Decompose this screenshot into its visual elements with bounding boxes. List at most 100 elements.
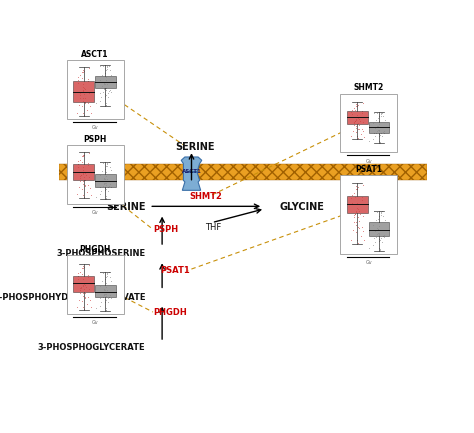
Point [374, 123, 382, 130]
Point [81, 193, 88, 200]
Point [79, 103, 86, 110]
Point [77, 90, 84, 97]
Point [74, 74, 82, 81]
Point [369, 222, 377, 229]
Point [356, 224, 363, 231]
Point [371, 133, 379, 140]
Point [373, 208, 381, 215]
Point [84, 78, 92, 84]
Point [353, 185, 361, 192]
Point [365, 138, 373, 145]
Point [103, 159, 111, 166]
Point [353, 133, 361, 140]
Point [348, 108, 356, 115]
Point [102, 169, 109, 176]
Polygon shape [181, 157, 202, 191]
Point [106, 181, 114, 188]
Point [351, 210, 359, 217]
Point [350, 190, 357, 197]
Point [97, 298, 105, 305]
Point [376, 139, 383, 146]
Point [347, 236, 355, 243]
Point [74, 163, 82, 170]
Point [370, 109, 378, 116]
Point [76, 290, 84, 297]
Point [377, 112, 385, 119]
Point [377, 208, 384, 215]
Point [83, 301, 91, 307]
Point [380, 113, 387, 120]
Point [102, 194, 110, 201]
Point [354, 213, 362, 220]
Point [78, 68, 86, 75]
Point [352, 228, 360, 235]
Point [103, 62, 111, 69]
Point [102, 181, 109, 188]
Point [377, 226, 384, 233]
Point [375, 118, 383, 125]
Point [79, 263, 87, 270]
Point [379, 208, 386, 215]
Point [84, 294, 92, 301]
Point [76, 287, 84, 294]
Point [77, 173, 84, 180]
Point [355, 207, 363, 214]
Point [103, 271, 111, 278]
Point [379, 129, 387, 136]
Bar [95, 76, 116, 88]
Point [355, 122, 362, 129]
Point [101, 276, 109, 283]
Point [375, 219, 383, 226]
Point [85, 262, 93, 268]
Point [102, 163, 109, 170]
Point [104, 295, 111, 302]
Point [92, 193, 100, 200]
Point [359, 228, 367, 235]
Point [79, 95, 87, 102]
Point [375, 232, 383, 239]
Point [74, 275, 82, 282]
Point [376, 139, 384, 146]
Point [104, 272, 111, 279]
Point [82, 169, 89, 176]
Point [99, 183, 107, 190]
Point [107, 89, 114, 96]
Point [107, 167, 115, 174]
Point [102, 195, 109, 202]
Point [96, 89, 104, 96]
Point [350, 120, 357, 126]
Point [96, 184, 104, 191]
Point [75, 102, 83, 109]
Point [82, 100, 89, 107]
Point [103, 81, 110, 88]
Point [84, 162, 92, 168]
Point [103, 176, 110, 183]
Point [355, 239, 362, 246]
Point [102, 73, 109, 80]
Point [353, 101, 360, 108]
Point [375, 126, 383, 133]
Point [103, 91, 110, 98]
Point [100, 286, 108, 293]
Point [87, 191, 94, 198]
Point [78, 153, 86, 160]
Point [80, 85, 88, 92]
Point [375, 128, 383, 135]
Text: Gv: Gv [92, 125, 99, 130]
Point [107, 71, 115, 78]
Point [92, 305, 100, 312]
Point [100, 179, 108, 186]
Point [78, 265, 86, 272]
Point [76, 94, 84, 101]
Point [353, 209, 360, 216]
Point [82, 281, 89, 288]
Point [369, 136, 377, 143]
Point [100, 291, 108, 298]
Point [77, 284, 85, 291]
Point [104, 89, 111, 96]
Point [369, 120, 377, 127]
Bar [66, 145, 124, 204]
Point [105, 187, 112, 194]
Point [374, 123, 381, 129]
Point [355, 116, 363, 123]
